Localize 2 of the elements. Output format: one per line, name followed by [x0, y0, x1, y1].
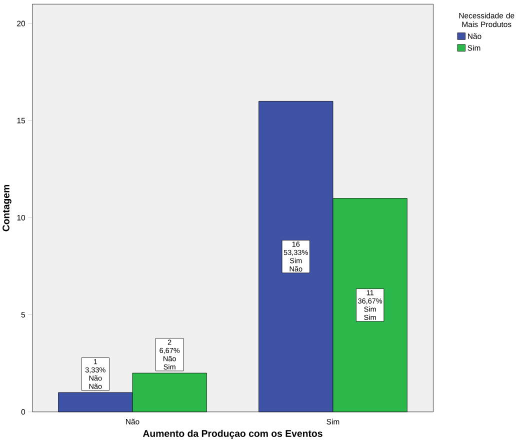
x-axis-title: Aumento da Produçao com os Eventos: [142, 430, 322, 439]
y-axis-title: Contagem: [2, 184, 12, 232]
